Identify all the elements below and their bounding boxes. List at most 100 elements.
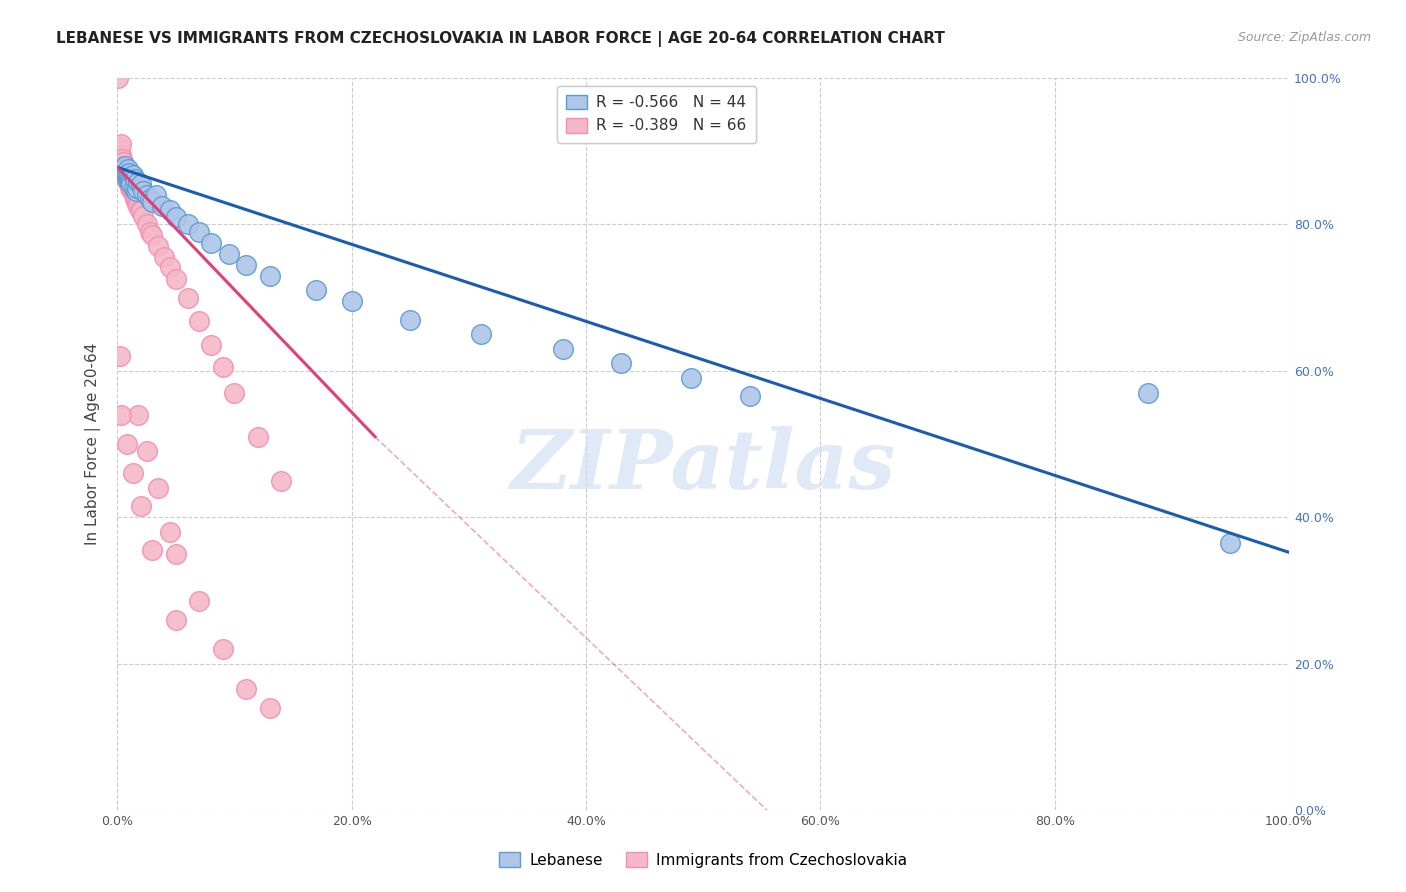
Point <box>120 173 142 187</box>
Point <box>112 161 135 175</box>
Point <box>145 188 167 202</box>
Point <box>165 547 187 561</box>
Point <box>141 228 163 243</box>
Point <box>135 188 157 202</box>
Point <box>120 177 142 191</box>
Point <box>259 268 281 283</box>
Point <box>188 225 211 239</box>
Point <box>115 173 138 187</box>
Point <box>112 159 135 173</box>
Point <box>117 173 139 187</box>
Point <box>165 210 187 224</box>
Point <box>139 225 162 239</box>
Point <box>111 152 134 166</box>
Point <box>610 357 633 371</box>
Point <box>114 162 136 177</box>
Point <box>135 444 157 458</box>
Point <box>114 166 136 180</box>
Point <box>159 202 181 217</box>
Point <box>259 700 281 714</box>
Point <box>141 195 163 210</box>
Point <box>121 185 143 199</box>
Point <box>270 474 292 488</box>
Point <box>117 175 139 189</box>
Point <box>112 155 135 169</box>
Point <box>139 192 162 206</box>
Point <box>108 140 131 154</box>
Point <box>115 169 138 184</box>
Point <box>135 218 157 232</box>
Point <box>112 162 135 177</box>
Point <box>125 185 148 199</box>
Point <box>127 408 149 422</box>
Point <box>129 204 152 219</box>
Point <box>120 169 142 184</box>
Text: ZIPatlas: ZIPatlas <box>510 426 896 506</box>
Point <box>188 594 211 608</box>
Text: LEBANESE VS IMMIGRANTS FROM CZECHOSLOVAKIA IN LABOR FORCE | AGE 20-64 CORRELATIO: LEBANESE VS IMMIGRANTS FROM CZECHOSLOVAK… <box>56 31 945 47</box>
Point <box>120 181 142 195</box>
Point <box>118 173 141 187</box>
Point <box>111 155 134 169</box>
Point <box>121 467 143 481</box>
Point <box>120 177 142 191</box>
Point <box>235 682 257 697</box>
Point <box>115 437 138 451</box>
Point <box>114 169 136 184</box>
Point <box>551 342 574 356</box>
Point <box>159 524 181 539</box>
Point <box>148 239 170 253</box>
Point <box>124 186 146 201</box>
Point <box>120 175 142 189</box>
Point <box>127 199 149 213</box>
Point <box>211 360 233 375</box>
Point <box>107 70 129 85</box>
Point <box>681 371 703 385</box>
Point <box>110 148 132 162</box>
Point <box>115 166 138 180</box>
Point <box>235 258 257 272</box>
Point <box>176 291 198 305</box>
Point <box>200 338 222 352</box>
Point <box>153 251 176 265</box>
Point <box>127 197 149 211</box>
Point <box>211 642 233 657</box>
Point <box>122 188 145 202</box>
Point <box>129 177 152 191</box>
Point <box>118 166 141 180</box>
Point <box>120 179 142 194</box>
Point <box>1219 536 1241 550</box>
Point <box>110 408 132 422</box>
Point <box>159 260 181 274</box>
Point <box>340 294 363 309</box>
Point <box>127 175 149 189</box>
Y-axis label: In Labor Force | Age 20-64: In Labor Force | Age 20-64 <box>86 343 101 545</box>
Point <box>148 481 170 495</box>
Point <box>124 192 146 206</box>
Point <box>121 168 143 182</box>
Point <box>738 389 761 403</box>
Point <box>132 209 155 223</box>
Text: Source: ZipAtlas.com: Source: ZipAtlas.com <box>1237 31 1371 45</box>
Point <box>1137 385 1160 400</box>
Point <box>117 168 139 182</box>
Point <box>188 314 211 328</box>
Point <box>112 162 135 177</box>
Point <box>165 613 187 627</box>
Legend: R = -0.566   N = 44, R = -0.389   N = 66: R = -0.566 N = 44, R = -0.389 N = 66 <box>557 86 756 143</box>
Point <box>305 283 328 297</box>
Point <box>132 185 155 199</box>
Point <box>122 181 145 195</box>
Point <box>399 312 422 326</box>
Point <box>224 385 246 400</box>
Point <box>124 172 146 186</box>
Point <box>246 430 269 444</box>
Point <box>150 199 173 213</box>
Point <box>112 164 135 178</box>
Point <box>114 159 136 173</box>
Legend: Lebanese, Immigrants from Czechoslovakia: Lebanese, Immigrants from Czechoslovakia <box>492 846 914 873</box>
Point <box>470 327 492 342</box>
Point <box>117 162 139 177</box>
Point <box>108 349 131 363</box>
Point <box>200 235 222 250</box>
